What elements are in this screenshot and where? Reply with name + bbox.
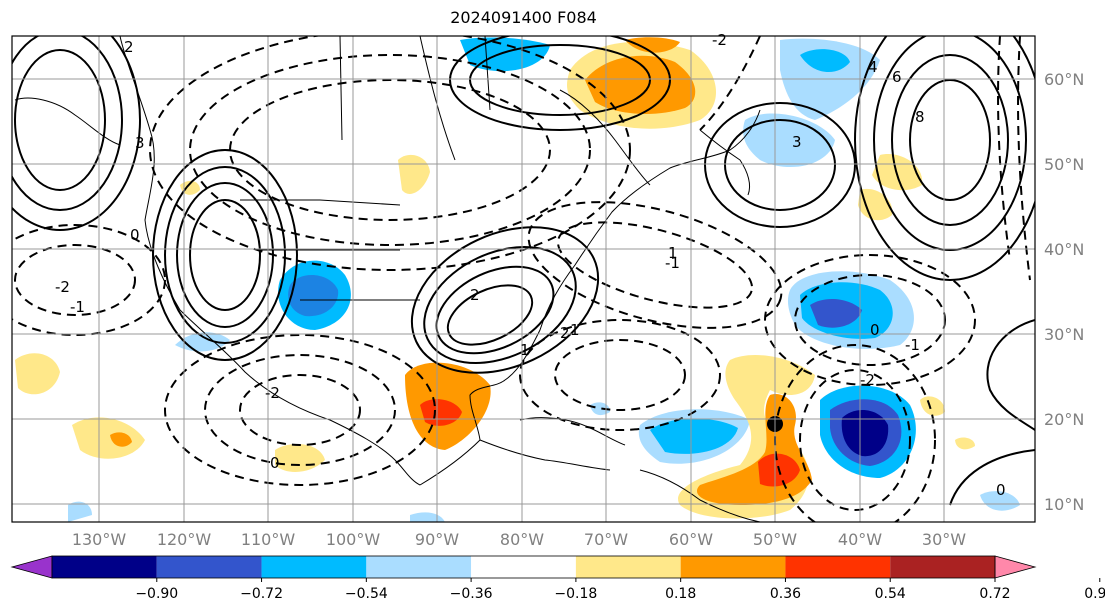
contour-label: 4 <box>868 58 878 76</box>
contour-label: 1 <box>520 341 530 359</box>
colorbar-tick-label: 0.36 <box>770 586 801 602</box>
latitude-label: 20°N <box>1044 410 1084 429</box>
longitude-label: 80°W <box>500 530 544 549</box>
latitude-label: 30°N <box>1044 325 1084 344</box>
contour-label: 0 <box>996 481 1006 499</box>
longitude-label: 40°W <box>838 530 882 549</box>
longitude-label: 100°W <box>326 530 381 549</box>
colorbar-tick-label: −0.90 <box>135 586 178 602</box>
contour-label: 8 <box>915 108 925 126</box>
longitude-label: 70°W <box>584 530 628 549</box>
contour-label: -2 <box>265 384 280 402</box>
contour-label: 0 <box>130 226 140 244</box>
colorbar-tick-label: 0.72 <box>979 586 1010 602</box>
colorbar-tick-label: 0.18 <box>665 586 696 602</box>
colorbar-segment <box>366 556 472 578</box>
colorbar-segment <box>52 556 157 578</box>
map-frame <box>11 35 1036 523</box>
contour-label: -1 <box>905 336 920 354</box>
colorbar-tick-label: 0.90 <box>1084 586 1105 602</box>
contour-label: -2 <box>712 31 727 49</box>
contour-label: 3 <box>135 134 145 152</box>
colorbar-tick-label: −0.18 <box>554 586 597 602</box>
contour-label: 2 <box>470 286 480 304</box>
contour-label: 2 <box>124 38 134 56</box>
contour-label: 0 <box>270 454 280 472</box>
colorbar-tick-label: −0.54 <box>345 586 388 602</box>
colorbar-segment <box>156 556 262 578</box>
colorbar-segment <box>680 556 786 578</box>
longitude-label: 30°W <box>922 530 966 549</box>
contour-label: -2 <box>55 278 70 296</box>
longitude-label: 50°W <box>753 530 797 549</box>
contour-label: -2 <box>860 371 875 389</box>
colorbar-upper-extension <box>994 555 1037 579</box>
longitude-label: 110°W <box>241 530 296 549</box>
colorbar-tick-label: −0.36 <box>450 586 493 602</box>
contour-label: -1 <box>70 298 85 316</box>
contour-label: 1 <box>668 244 678 262</box>
latitude-label: 40°N <box>1044 240 1084 259</box>
longitude-label: 130°W <box>72 530 127 549</box>
colorbar-segment <box>890 556 995 578</box>
colorbar-segment <box>471 556 576 578</box>
colorbar-segment <box>575 556 681 578</box>
latitude-label: 10°N <box>1044 495 1084 514</box>
latitude-label: 60°N <box>1044 70 1084 89</box>
longitude-labels: 130°W 120°W 110°W 100°W 90°W 80°W 70°W 60°W 50°W… <box>72 530 966 549</box>
contour-label: 6 <box>892 68 902 86</box>
contour-label: 3 <box>792 133 802 151</box>
colorbar-outline <box>51 555 996 579</box>
latitude-label: 50°N <box>1044 155 1084 174</box>
longitude-label: 60°W <box>669 530 713 549</box>
contours-negative <box>12 36 1031 522</box>
map-title: 2024091400 F084 <box>450 8 597 27</box>
colorbar-tick-label: 0.54 <box>875 586 906 602</box>
latitude-labels: 60°N 50°N 40°N 30°N 20°N 10°N <box>1044 70 1084 514</box>
colorbar-segment <box>261 556 367 578</box>
colorbar: −0.90 −0.72 −0.54 −0.36 −0.18 0.18 0.36 0.54 0.7… <box>10 555 1105 602</box>
colorbar-tick-label: −0.72 <box>240 586 283 602</box>
contour-label: 2 <box>560 324 570 342</box>
colorbar-segment <box>785 556 891 578</box>
contour-label: -1 <box>665 254 680 272</box>
longitude-label: 120°W <box>157 530 212 549</box>
graticule <box>12 36 1035 522</box>
contour-label: 0 <box>870 321 880 339</box>
colorbar-lower-extension <box>10 555 53 579</box>
longitude-label: 90°W <box>415 530 459 549</box>
contour-label: 1 <box>570 321 580 339</box>
